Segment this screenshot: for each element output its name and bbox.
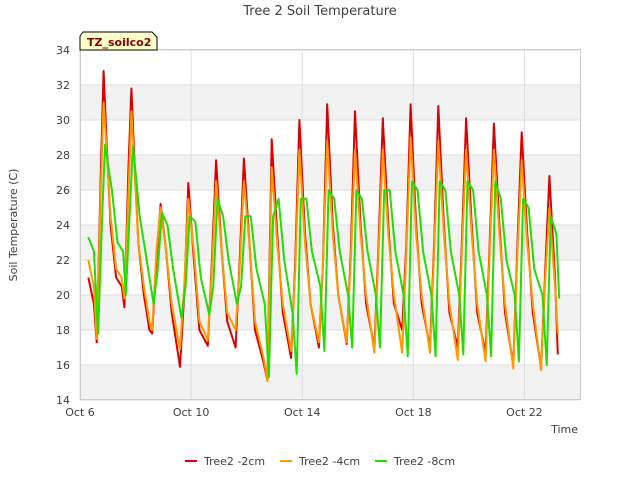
- y-tick-label: 14: [56, 394, 70, 407]
- legend-item: Tree2 -4cm: [280, 455, 360, 468]
- y-tick-label: 20: [56, 289, 70, 302]
- y-tick-label: 16: [56, 359, 70, 372]
- x-tick-label: Oct 10: [173, 406, 210, 419]
- x-tick-label: Oct 14: [284, 406, 321, 419]
- legend-label: Tree2 -8cm: [393, 455, 455, 468]
- legend-item: Tree2 -8cm: [375, 455, 455, 468]
- legend-item: Tree2 -2cm: [185, 455, 265, 468]
- x-axis-label: Time: [550, 423, 578, 436]
- dataset-tag-label: TZ_soilco2: [87, 36, 151, 49]
- grid-band: [80, 295, 580, 330]
- legend-label: Tree2 -2cm: [203, 455, 265, 468]
- y-tick-label: 26: [56, 184, 70, 197]
- legend: Tree2 -2cm Tree2 -4cm Tree2 -8cm: [185, 455, 455, 468]
- x-tick-label: Oct 18: [395, 406, 432, 419]
- y-tick-labels: 14 16 18 20 22 24 26 28 30 32 34: [56, 44, 70, 407]
- series-line-2: [87, 101, 559, 382]
- y-tick-label: 28: [56, 149, 70, 162]
- y-tick-label: 30: [56, 114, 70, 127]
- x-tick-label: Oct 6: [65, 406, 95, 419]
- chart-title: Tree 2 Soil Temperature: [242, 4, 397, 19]
- y-tick-label: 32: [56, 79, 70, 92]
- plot-frame: [80, 49, 581, 400]
- y-tick-label: 24: [56, 219, 70, 232]
- y-tick-label: 34: [56, 44, 70, 57]
- dataset-tag-box: [79, 31, 158, 51]
- dataset-tag: TZ_soilco2: [79, 31, 158, 51]
- y-tick-label: 18: [56, 324, 70, 337]
- legend-label: Tree2 -4cm: [298, 455, 360, 468]
- grid-band: [80, 365, 580, 400]
- x-tick-labels: Oct 6 Oct 10 Oct 14 Oct 18 Oct 22: [65, 406, 542, 419]
- y-axis-label: Soil Temperature (C): [7, 169, 20, 282]
- x-tick-label: Oct 22: [506, 406, 543, 419]
- series-lines: [87, 70, 561, 382]
- grid-band: [80, 85, 580, 120]
- y-tick-label: 22: [56, 254, 70, 267]
- series-line-3: [87, 143, 561, 379]
